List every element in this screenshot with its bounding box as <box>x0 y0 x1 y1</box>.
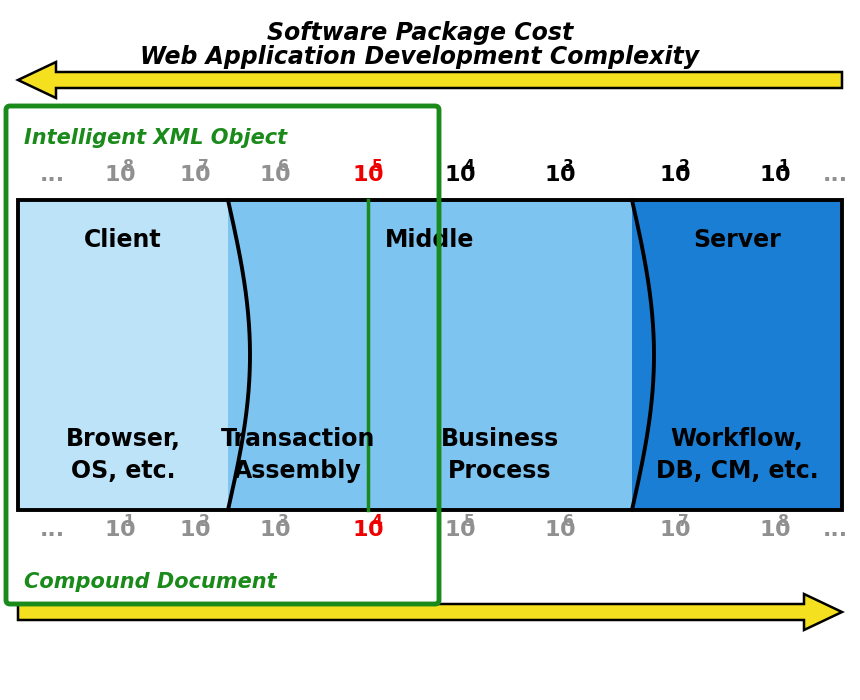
Text: $\mathregular{10}$: $\mathregular{10}$ <box>352 165 384 185</box>
Text: $\mathregular{10}$: $\mathregular{10}$ <box>444 520 476 540</box>
Text: ...: ... <box>822 520 848 540</box>
Text: $\mathregular{10}$: $\mathregular{10}$ <box>259 165 291 185</box>
Text: 6: 6 <box>279 159 289 174</box>
Text: 1: 1 <box>778 159 789 174</box>
Text: 7: 7 <box>199 159 209 174</box>
Text: 8: 8 <box>123 159 134 174</box>
Text: 1: 1 <box>124 514 134 529</box>
Text: 2: 2 <box>199 514 209 529</box>
FancyArrow shape <box>18 594 842 630</box>
Text: Transaction
Assembly: Transaction Assembly <box>221 427 375 483</box>
Bar <box>18 200 842 510</box>
Bar <box>632 200 842 510</box>
Text: 4: 4 <box>372 514 382 529</box>
Text: Middle: Middle <box>385 228 475 252</box>
Bar <box>18 200 842 510</box>
Text: Client: Client <box>84 228 162 252</box>
Text: 3: 3 <box>563 159 574 174</box>
Text: $\mathregular{10}$: $\mathregular{10}$ <box>544 165 576 185</box>
Text: Business
Process: Business Process <box>441 427 559 483</box>
Text: Workflow,
DB, CM, etc.: Workflow, DB, CM, etc. <box>655 427 819 483</box>
Text: $\mathregular{10}$: $\mathregular{10}$ <box>259 520 291 540</box>
Text: $\mathregular{10}$: $\mathregular{10}$ <box>544 520 576 540</box>
Text: 6: 6 <box>563 514 574 529</box>
Text: $\mathregular{10}$: $\mathregular{10}$ <box>759 520 791 540</box>
Text: $\mathregular{10}$: $\mathregular{10}$ <box>104 165 136 185</box>
Text: $\mathregular{10}$: $\mathregular{10}$ <box>659 165 691 185</box>
Text: 5: 5 <box>372 159 382 174</box>
Text: Server: Server <box>693 228 781 252</box>
Text: $\mathregular{10}$: $\mathregular{10}$ <box>179 165 211 185</box>
Text: 4: 4 <box>464 159 474 174</box>
Text: Software Package Cost: Software Package Cost <box>267 21 573 45</box>
Text: Compound Document: Compound Document <box>24 572 277 592</box>
Text: $\mathregular{10}$: $\mathregular{10}$ <box>104 520 136 540</box>
Text: Intelligent XML Object: Intelligent XML Object <box>24 128 287 148</box>
Text: 7: 7 <box>679 514 689 529</box>
Text: $\mathregular{10}$: $\mathregular{10}$ <box>444 165 476 185</box>
Text: 8: 8 <box>778 514 789 529</box>
Text: 5: 5 <box>464 514 474 529</box>
Text: $\mathregular{10}$: $\mathregular{10}$ <box>659 520 691 540</box>
Text: $\mathregular{10}$: $\mathregular{10}$ <box>179 520 211 540</box>
Text: Browser,
OS, etc.: Browser, OS, etc. <box>65 427 181 483</box>
Text: $\mathregular{10}$: $\mathregular{10}$ <box>759 165 791 185</box>
Text: ...: ... <box>40 520 64 540</box>
FancyArrow shape <box>18 62 842 98</box>
Text: ...: ... <box>40 165 64 185</box>
Bar <box>228 200 632 510</box>
Text: 2: 2 <box>679 159 689 174</box>
Text: 3: 3 <box>279 514 289 529</box>
Text: Web Application Development Complexity: Web Application Development Complexity <box>140 45 699 69</box>
Text: ...: ... <box>822 165 848 185</box>
Text: $\mathregular{10}$: $\mathregular{10}$ <box>352 520 384 540</box>
